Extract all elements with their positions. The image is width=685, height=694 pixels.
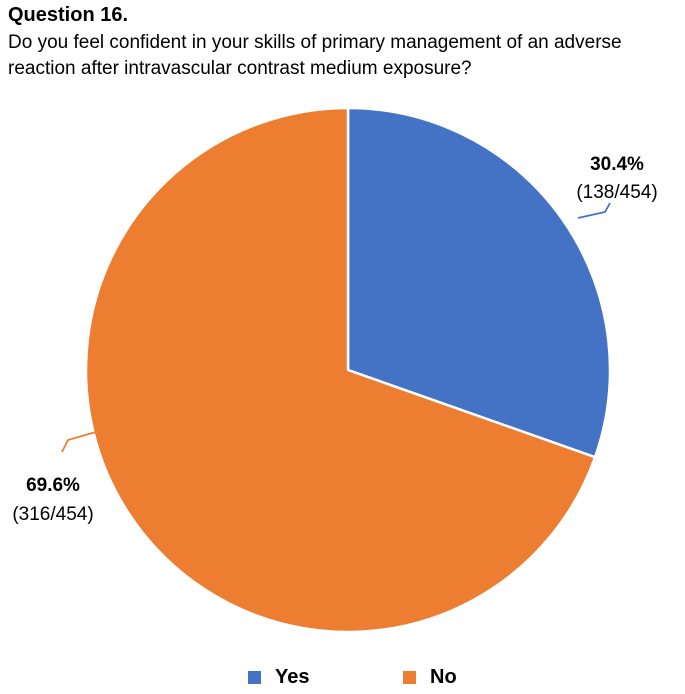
leader-lines (61, 202, 611, 453)
data-label-no-percent: 69.6% (26, 475, 80, 496)
legend-item-no: No (403, 664, 457, 690)
pie-slice-yes (346, 106, 612, 459)
chart-legend: Yes No (0, 664, 685, 690)
legend-item-yes: Yes (248, 664, 309, 690)
question-text: Do you feel confident in your skills of … (8, 32, 622, 79)
leader-line-yes (577, 202, 611, 219)
pie-slice-no (84, 106, 597, 634)
legend-swatch-no (403, 670, 416, 684)
question-title: Question 16. (8, 4, 129, 26)
leader-line-no (61, 431, 97, 453)
data-label-yes-count: (138/454) (576, 182, 657, 203)
data-label-yes: 30.4% (138/454) (576, 154, 657, 203)
data-label-no-count: (316/454) (12, 504, 93, 525)
data-label-no: 69.6% (316/454) (12, 475, 93, 525)
legend-swatch-yes (248, 670, 261, 684)
pie-slices (84, 106, 612, 634)
legend-label-yes: Yes (275, 665, 310, 688)
data-label-yes-percent: 30.4% (590, 154, 644, 175)
legend-label-no: No (430, 665, 457, 688)
